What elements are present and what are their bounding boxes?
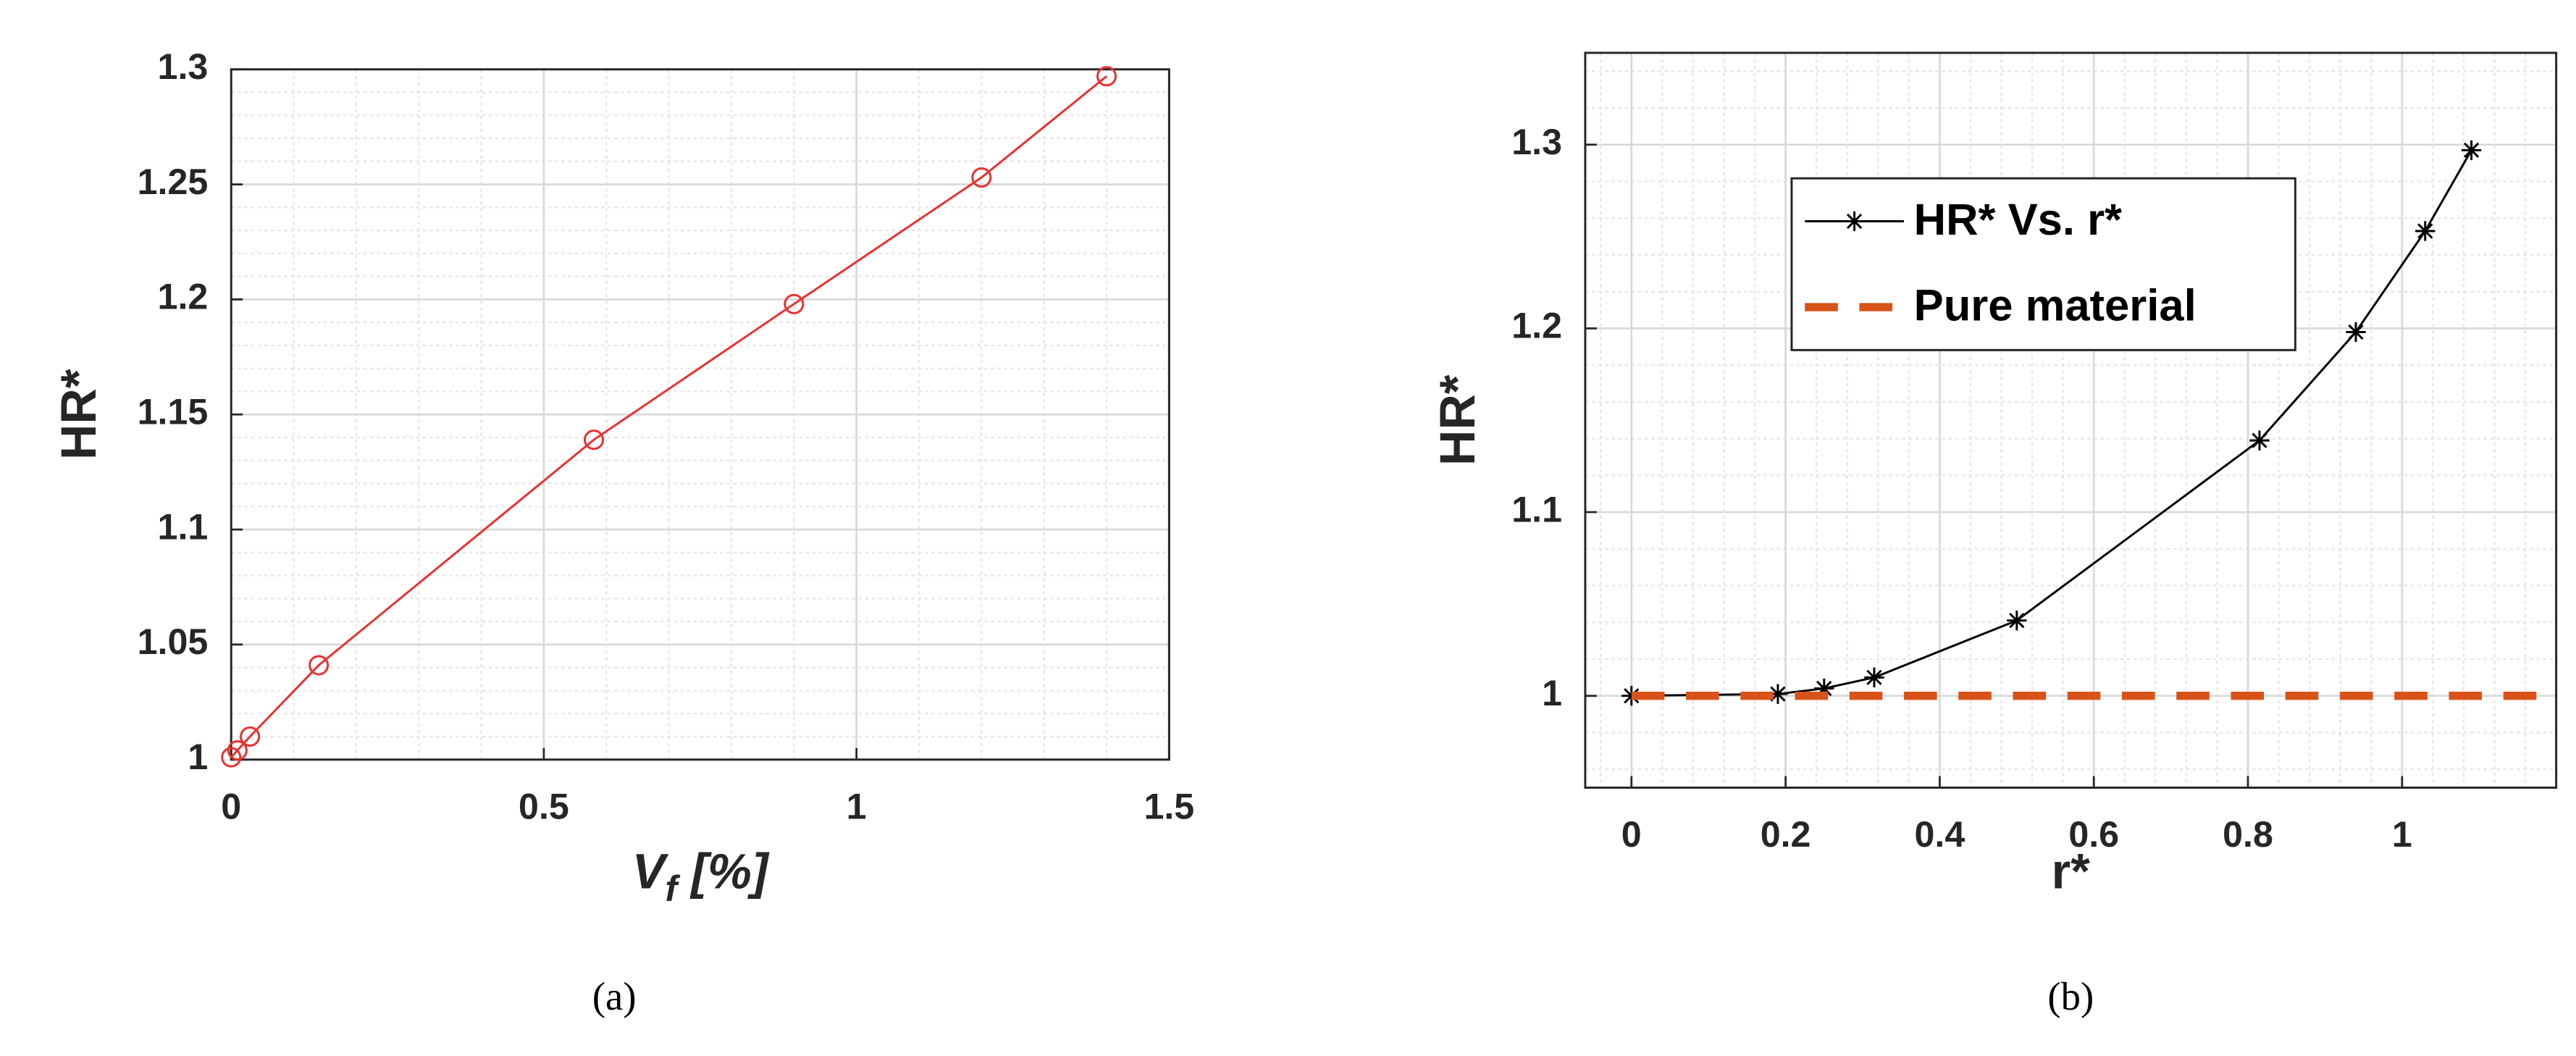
x-tick-label: 0.5 bbox=[519, 786, 569, 826]
axes-box bbox=[1584, 51, 2558, 789]
x-tick-label: 0.4 bbox=[1915, 814, 1965, 855]
x-axis-label: Vf [%] bbox=[632, 844, 770, 909]
x-tick-label: 0 bbox=[1621, 814, 1642, 855]
x-tick-label: 1 bbox=[2392, 814, 2412, 855]
axes-box bbox=[230, 68, 1170, 761]
marker bbox=[583, 429, 605, 451]
x-tick-label: 0.8 bbox=[2223, 814, 2273, 855]
x-axis-label-text: V bbox=[632, 844, 669, 899]
x-tick-label: 0.2 bbox=[1761, 814, 1811, 855]
y-tick-label: 1.3 bbox=[158, 46, 209, 87]
y-tick-label: 1.25 bbox=[138, 162, 209, 202]
marker bbox=[2249, 430, 2270, 451]
x-axis-label-suffix: [%] bbox=[677, 844, 770, 899]
marker bbox=[227, 740, 248, 761]
marker bbox=[2415, 221, 2436, 241]
marker bbox=[1814, 678, 1834, 699]
plot-area bbox=[1585, 52, 2556, 788]
y-tick-label: 1.2 bbox=[1511, 306, 1562, 346]
marker bbox=[1864, 667, 1884, 688]
y-tick-label: 1.1 bbox=[1511, 489, 1562, 529]
y-tick-label: 1.3 bbox=[1511, 122, 1562, 162]
y-tick-label: 1.15 bbox=[138, 392, 209, 432]
x-tick-label: 0 bbox=[221, 786, 241, 826]
x-tick-label: 0.6 bbox=[2068, 814, 2119, 855]
marker bbox=[2007, 611, 2027, 631]
y-axis-label: HR* bbox=[51, 369, 106, 460]
caption: (a) bbox=[592, 974, 637, 1018]
y-axis-label: HR* bbox=[1430, 374, 1485, 466]
y-tick-label: 1.05 bbox=[138, 621, 209, 662]
y-tick-label: 1 bbox=[188, 737, 208, 777]
x-axis-label-text: r* bbox=[2052, 844, 2091, 899]
x-axis-label-subscript: f bbox=[666, 868, 681, 909]
y-tick-label: 1.2 bbox=[158, 277, 209, 317]
y-tick-label: 1.1 bbox=[158, 506, 209, 547]
marker bbox=[784, 293, 805, 314]
x-tick-label: 1 bbox=[847, 786, 867, 826]
marker bbox=[240, 726, 261, 747]
marker bbox=[221, 747, 242, 768]
y-tick-label: 1 bbox=[1542, 673, 1562, 713]
legend-box bbox=[1790, 177, 2296, 351]
x-axis-label: r* bbox=[2052, 844, 2091, 899]
series-line bbox=[230, 75, 1107, 758]
marker bbox=[309, 655, 330, 676]
marker bbox=[971, 167, 992, 188]
legend-label: Pure material bbox=[1914, 281, 2197, 331]
marker bbox=[1768, 684, 1788, 704]
caption: (b) bbox=[2047, 974, 2094, 1018]
marker bbox=[2346, 322, 2366, 343]
legend-marker bbox=[1844, 211, 1865, 232]
legend-label: HR* Vs. r* bbox=[1914, 195, 2122, 245]
marker bbox=[1096, 66, 1117, 87]
x-tick-label: 1.5 bbox=[1144, 786, 1194, 826]
marker bbox=[2461, 140, 2482, 161]
